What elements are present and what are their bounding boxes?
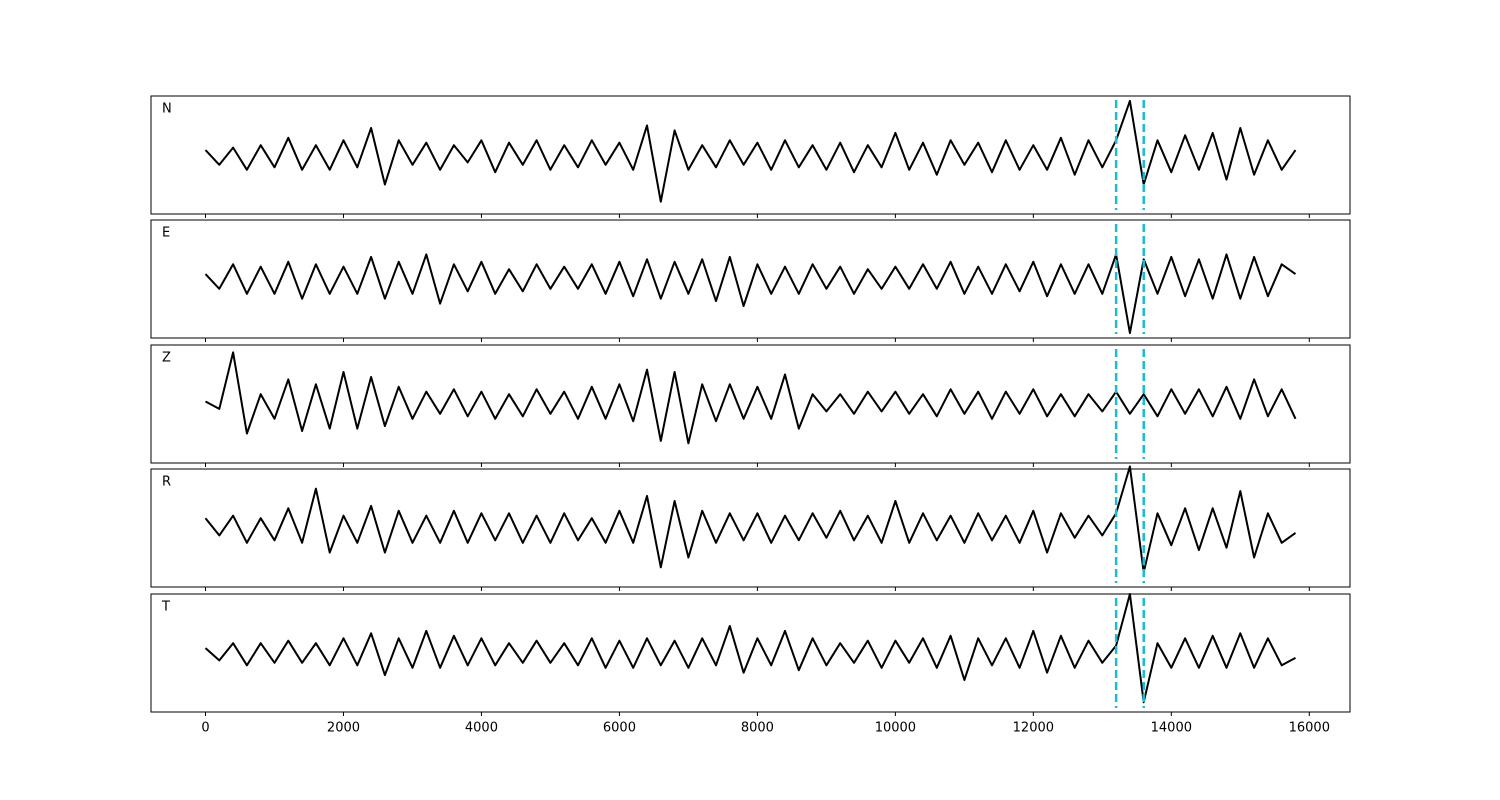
x-tick-label: 12000 <box>1013 721 1054 736</box>
trace <box>204 253 1297 335</box>
x-tick-label: 2000 <box>327 721 360 736</box>
panel-label: N <box>162 102 172 117</box>
trace <box>204 99 1297 203</box>
panel-label: Z <box>162 351 171 366</box>
panel-frame <box>150 468 1351 588</box>
panel-frame <box>150 219 1351 339</box>
x-tick-label: 8000 <box>741 721 774 736</box>
trace <box>204 593 1296 704</box>
panel-frame <box>150 95 1351 215</box>
panel-label: E <box>162 226 170 241</box>
panel-label: T <box>161 600 170 615</box>
panel-frame <box>150 344 1351 464</box>
x-tick-label: 4000 <box>465 721 498 736</box>
x-tick-label: 16000 <box>1289 721 1330 736</box>
panel-label: R <box>162 475 171 490</box>
x-tick-label: 14000 <box>1151 721 1192 736</box>
trace <box>204 465 1297 574</box>
trace <box>205 351 1297 445</box>
x-tick-label: 10000 <box>875 721 916 736</box>
panel-frame <box>150 593 1351 713</box>
x-tick-label: 6000 <box>603 721 636 736</box>
x-tick-label: 0 <box>201 721 209 736</box>
